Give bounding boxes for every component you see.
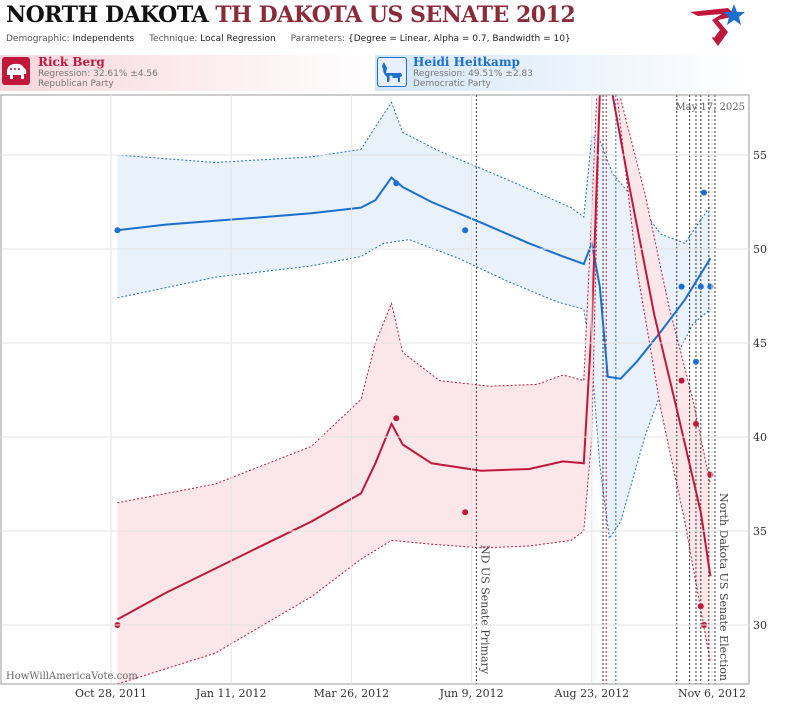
dem-band: [117, 102, 711, 539]
technique-key: Technique:: [149, 34, 198, 44]
y-tick-label-55: 55: [753, 149, 767, 162]
axes: 30 35 40 45 50 55 Oct 28, 2011 Jan 11, 2012 Mar …: [0, 94, 767, 700]
demographic: Demographic: Independents: [6, 34, 134, 44]
dem-poll-point-2: [462, 227, 469, 234]
rep-poll-point-2: [462, 509, 469, 516]
rep-poll-point-4: [692, 420, 699, 427]
x-tick-label-4: Aug 23, 2012: [554, 687, 630, 700]
y-tick-label-50: 50: [753, 243, 767, 256]
rep-lower-bound-2: [616, 98, 711, 663]
rep-lower-bound: [117, 98, 601, 685]
x-tick-label-1: Jan 11, 2012: [195, 687, 267, 700]
dem-poll-point-0: [114, 227, 121, 234]
rep-upper-bound-2: [620, 98, 711, 485]
rep-upper-bound: [117, 98, 598, 504]
candidate-dem-panel[interactable]: Heidi Heitkamp Regression: 49.51% ±2.83 …: [375, 55, 749, 91]
y-tick-label-40: 40: [753, 431, 767, 444]
rep-band: [117, 98, 600, 685]
x-tick-label-2: Mar 26, 2012: [314, 687, 390, 700]
candidate-rep-regression: Regression: 32.61% ±4.56: [38, 69, 158, 79]
rep-fit-line-2: [611, 94, 712, 577]
x-tick-label-3: Jun 9, 2012: [439, 687, 504, 700]
dem-fit-line: [117, 176, 712, 380]
donkey-icon: [377, 57, 407, 87]
demographic-key: Demographic:: [6, 34, 70, 44]
y-tick-label-45: 45: [753, 337, 767, 350]
candidate-dem-party: Democratic Party: [413, 79, 491, 89]
candidate-rep-panel[interactable]: Rick Berg Regression: 32.61% ±4.56 Repub…: [0, 55, 375, 91]
parameters-key: Parameters:: [290, 34, 346, 44]
site-logo-icon[interactable]: [688, 2, 748, 50]
y-tick-label-30: 30: [753, 619, 767, 632]
rep-poll-point-1: [393, 415, 400, 422]
dem-poll-point-6: [700, 189, 707, 196]
rep-fit-line: [116, 94, 601, 621]
confidence-bands: [117, 98, 711, 685]
state-name: NORTH DAKOTA: [6, 2, 209, 28]
candidate-rep-name: Rick Berg: [38, 55, 105, 69]
technique: Technique: Local Regression: [149, 34, 276, 44]
parameters-value: {Degree = Linear, Alpha = 0.7, Bandwidth…: [348, 34, 571, 44]
parameters: Parameters: {Degree = Linear, Alpha = 0.…: [291, 34, 571, 44]
parameters-line: Demographic: Independents Technique: Loc…: [6, 34, 583, 44]
rep-poll-point-3: [678, 377, 685, 384]
date-stamp: May 17, 2025: [675, 102, 745, 113]
candidate-dem-name: Heidi Heitkamp: [413, 55, 520, 69]
candidate-rep-party: Republican Party: [38, 79, 114, 89]
header: NORTH DAKOTA TH DAKOTA US SENATE 2012 De…: [0, 0, 749, 50]
dem-poll-point-4: [692, 358, 699, 365]
candidate-dem-regression: Regression: 49.51% ±2.83: [413, 69, 533, 79]
dem-lower-bound: [117, 239, 711, 540]
event-label-1: North Dakota US Senate Election: [717, 493, 730, 681]
event-label-0: ND US Senate Primary: [478, 545, 491, 675]
x-tick-label-0: Oct 28, 2011: [75, 687, 147, 700]
dem-poll-point-5: [697, 283, 704, 290]
y-tick-label-35: 35: [753, 525, 767, 538]
dem-poll-point-3: [678, 283, 685, 290]
page-title: NORTH DAKOTA TH DAKOTA US SENATE 2012: [6, 2, 576, 28]
elephant-icon: [2, 57, 30, 85]
series-lines: [116, 94, 712, 621]
rep-poll-point-5: [697, 603, 704, 610]
x-tick-label-5: Nov 6, 2012: [678, 687, 746, 700]
plot-frame: [0, 94, 750, 685]
demographic-value: Independents: [72, 34, 135, 44]
dem-poll-point-1: [393, 180, 400, 187]
poll-points: [114, 180, 714, 628]
watermark: HowWillAmericaVote.com: [6, 671, 138, 682]
race-name: TH DAKOTA US SENATE 2012: [215, 2, 576, 28]
event-lines: ND US Senate Primary North Dakota US Sena…: [475, 95, 730, 684]
technique-value: Local Regression: [200, 34, 276, 44]
